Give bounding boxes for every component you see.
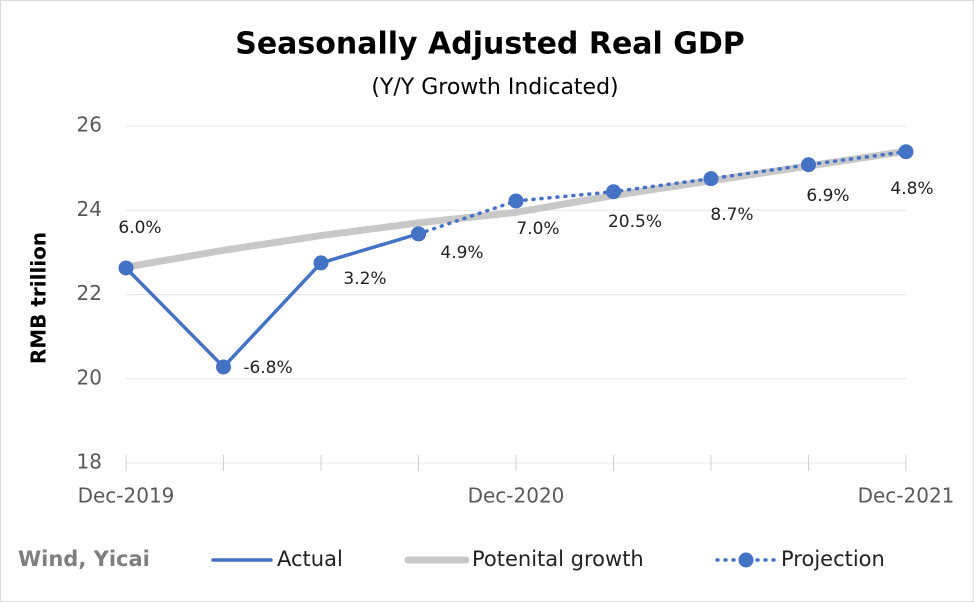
legend-label: Projection [781,547,885,571]
legend-label: Actual [277,547,343,571]
annotation: 4.9% [440,243,483,263]
annotation: 7.0% [516,219,559,239]
x-tick-label: Dec-2020 [468,484,565,508]
point [508,193,524,209]
annotation: 6.0% [118,218,161,238]
series-line [416,149,908,236]
legend-marker [738,552,754,568]
point [703,171,719,187]
y-tick-label: 20 [77,365,102,389]
series-line [124,232,421,369]
y-tick-label: 26 [77,113,102,137]
point [118,260,134,276]
annotation: 3.2% [343,269,386,289]
chart-title: Seasonally Adjusted Real GDP [235,27,745,62]
point [313,255,329,271]
point [411,226,426,242]
y-tick-label: 22 [77,281,102,305]
point [606,184,621,200]
x-tick-label: Dec-2019 [78,484,175,508]
y-axis-label: RMB trillion [27,232,51,364]
point [898,144,914,160]
source: Wind, Yicai [18,547,150,571]
legend-label: Potenital growth [472,547,644,571]
annotation: 4.8% [890,179,933,199]
annotation: 20.5% [608,212,662,232]
point [801,157,816,173]
point [216,359,231,375]
x-tick-label: Dec-2021 [858,484,955,508]
annotation: 8.7% [710,205,753,225]
y-tick-label: 18 [77,450,102,474]
series-line [122,147,910,271]
y-tick-label: 24 [77,197,102,221]
chart-subtitle: (Y/Y Growth Indicated) [371,75,618,100]
annotation: 6.9% [806,186,849,206]
annotation: -6.8% [243,358,292,378]
